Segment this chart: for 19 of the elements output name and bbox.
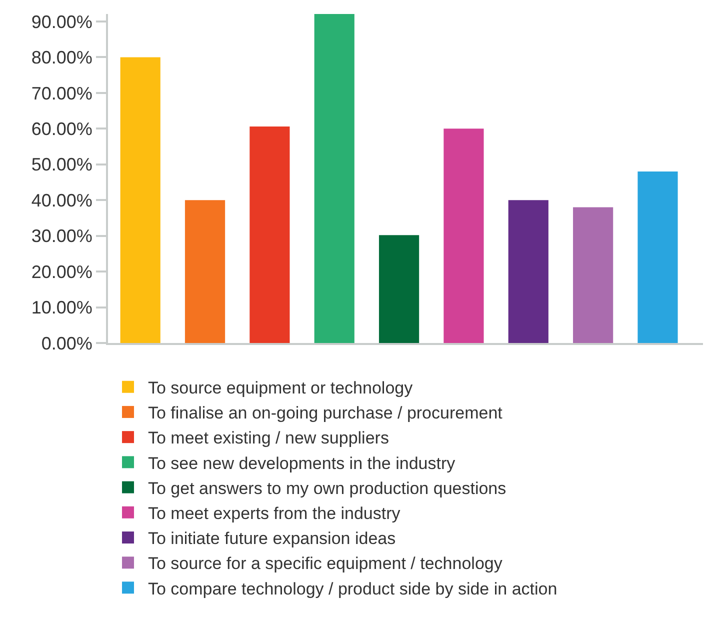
y-tick-label: 80.00% bbox=[31, 48, 92, 68]
legend-label: To source equipment or technology bbox=[148, 378, 414, 398]
y-tick-label: 10.00% bbox=[31, 298, 92, 318]
y-tick-label: 50.00% bbox=[31, 154, 92, 175]
legend-label: To finalise an on-going purchase / procurement bbox=[148, 404, 503, 423]
legend-label: To meet experts from the industry bbox=[148, 504, 401, 523]
legend-label: To initiate future expansion ideas bbox=[148, 529, 396, 548]
y-tick-label: 0.00% bbox=[41, 333, 92, 354]
legend-label: To source for a specific equipment / technology bbox=[148, 554, 503, 574]
y-tick-label: 40.00% bbox=[31, 190, 92, 210]
legend-label: To compare technology / product side by side in action bbox=[148, 579, 558, 598]
y-tick-label: 90.00% bbox=[31, 12, 92, 32]
y-tick-label: 60.00% bbox=[31, 118, 92, 139]
y-tick-label: 30.00% bbox=[31, 226, 92, 246]
legend-label: To get answers to my own production questions bbox=[148, 478, 506, 498]
legend-label: To meet existing / new suppliers bbox=[148, 428, 389, 448]
y-tick-label: 20.00% bbox=[31, 262, 92, 282]
legend-label: To see new developments in the industry bbox=[148, 454, 456, 473]
y-tick-label: 70.00% bbox=[31, 83, 92, 104]
